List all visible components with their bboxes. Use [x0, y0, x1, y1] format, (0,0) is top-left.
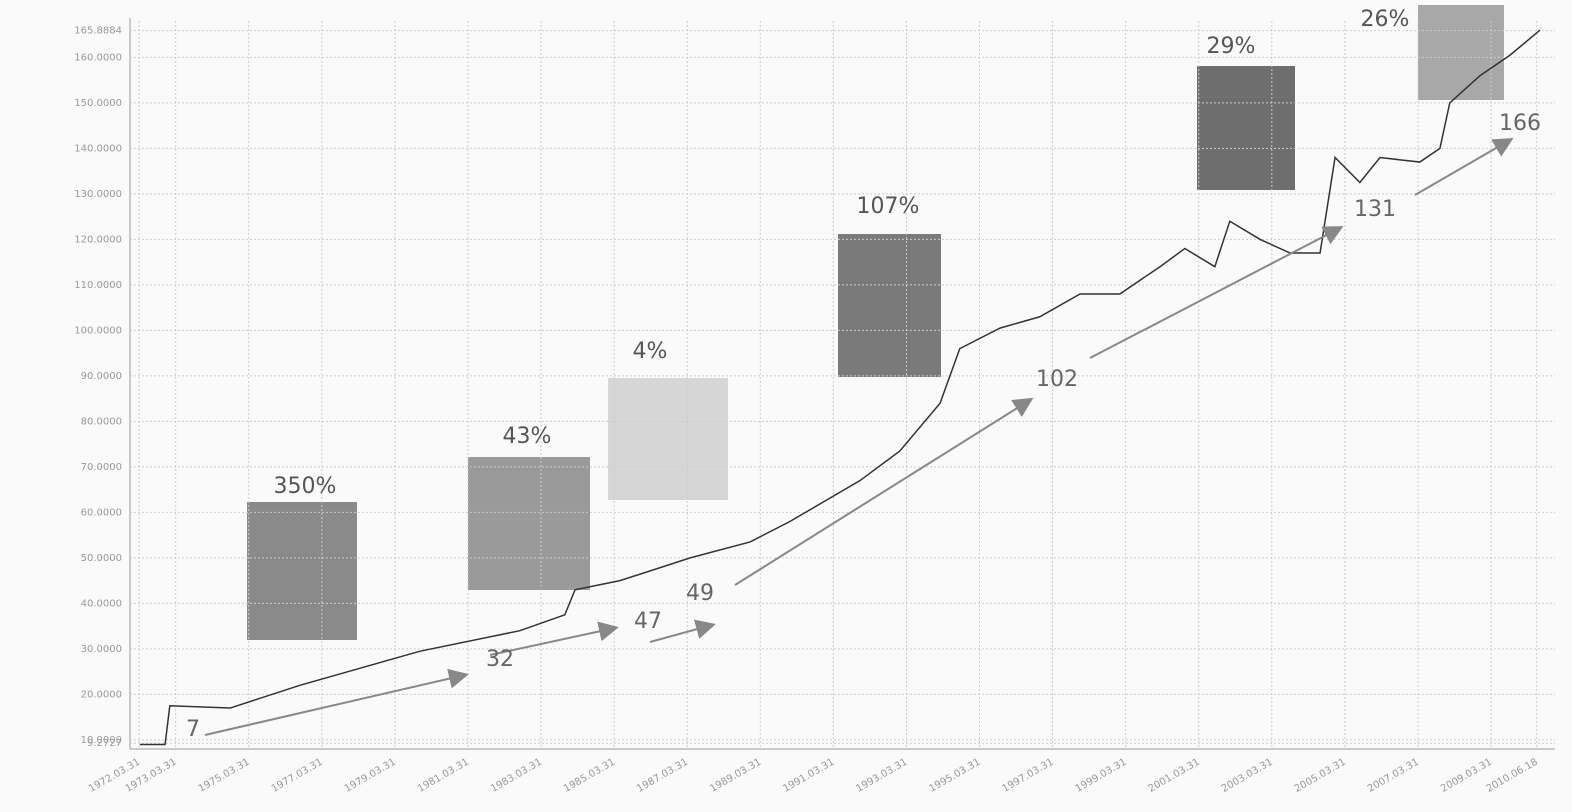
- y-tick-label: 120.0000: [74, 234, 122, 245]
- y-tick-label: 40.0000: [81, 598, 122, 609]
- x-tick-label: 1983.03.31: [489, 757, 544, 795]
- portrait: [468, 457, 590, 590]
- x-tick-label: 2007.03.31: [1366, 757, 1421, 795]
- y-tick-label: 150.0000: [74, 98, 122, 109]
- change-label: 29%: [1207, 34, 1256, 59]
- x-tick-label: 2010.06.18: [1485, 757, 1540, 795]
- y-tick-label: 130.0000: [74, 189, 122, 200]
- y-tick-label: 90.0000: [81, 371, 122, 382]
- change-label: 43%: [503, 424, 552, 449]
- portrait: [1197, 66, 1295, 190]
- change-label: 4%: [633, 339, 668, 364]
- change-label: 26%: [1361, 7, 1410, 32]
- x-tick-label: 2003.03.31: [1220, 757, 1275, 795]
- arrow: [205, 675, 465, 735]
- y-tick-label: 30.0000: [81, 644, 122, 655]
- x-tick-label: 1977.03.31: [270, 757, 325, 795]
- x-tick-label: 1987.03.31: [635, 757, 690, 795]
- y-tick-label: 110.0000: [74, 280, 122, 291]
- milestone-label: 49: [686, 581, 714, 606]
- milestone-label: 131: [1354, 197, 1396, 222]
- x-tick-label: 1999.03.31: [1074, 757, 1129, 795]
- x-tick-label: 1991.03.31: [781, 757, 836, 795]
- y-tick-label: 140.0000: [74, 143, 122, 154]
- y-tick-label: 165.8884: [74, 26, 122, 37]
- milestone-label: 102: [1036, 367, 1078, 392]
- milestone-label: 166: [1499, 111, 1541, 136]
- portrait: [608, 378, 728, 500]
- change-label: 107%: [857, 194, 920, 219]
- x-tick-label: 1985.03.31: [562, 757, 617, 795]
- x-tick-label: 1975.03.31: [197, 757, 252, 795]
- x-tick-label: 1989.03.31: [708, 757, 763, 795]
- x-tick-label: 1981.03.31: [416, 757, 471, 795]
- x-tick-label: 1993.03.31: [854, 757, 909, 795]
- milestone-label: 7: [186, 717, 200, 742]
- y-tick-label: 160.0000: [74, 52, 122, 63]
- x-tick-label: 1995.03.31: [927, 757, 982, 795]
- milestone-label: 32: [486, 647, 514, 672]
- portrait: [838, 234, 941, 377]
- y-tick-label: 10.0000: [81, 735, 122, 746]
- portrait: [247, 502, 357, 640]
- x-tick-label: 2001.03.31: [1147, 757, 1202, 795]
- x-tick-label: 2005.03.31: [1293, 757, 1348, 795]
- y-tick-label: 60.0000: [81, 507, 122, 518]
- y-tick-label: 20.0000: [81, 689, 122, 700]
- y-tick-label: 50.0000: [81, 553, 122, 564]
- x-tick-label: 1979.03.31: [343, 757, 398, 795]
- arrow: [735, 400, 1030, 585]
- arrow: [1090, 228, 1340, 358]
- chart: 9.272710.000020.000030.000040.000050.000…: [0, 0, 1572, 812]
- milestone-label: 47: [634, 609, 662, 634]
- y-tick-label: 70.0000: [81, 462, 122, 473]
- y-tick-label: 100.0000: [74, 325, 122, 336]
- y-tick-label: 80.0000: [81, 416, 122, 427]
- x-tick-label: 1997.03.31: [1001, 757, 1056, 795]
- change-label: 350%: [274, 474, 337, 499]
